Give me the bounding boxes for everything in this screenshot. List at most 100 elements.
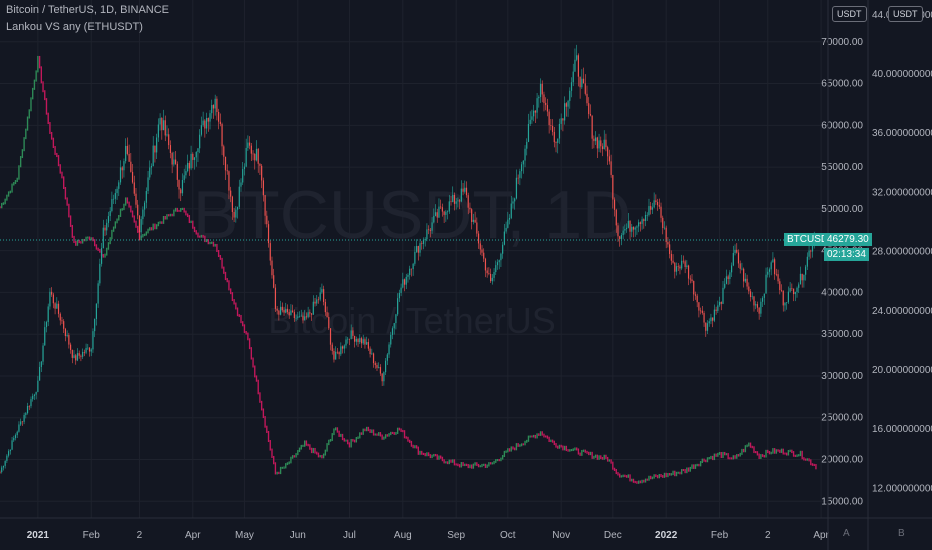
btc-candle	[557, 138, 559, 154]
btc-candle	[741, 262, 743, 271]
btc-candle	[505, 221, 507, 234]
btc-candle	[255, 140, 258, 162]
btc-candle	[295, 314, 297, 322]
last-price-symbol-tag: BTCUSDT	[784, 233, 838, 246]
btc-candle	[538, 95, 540, 108]
btc-candle	[526, 138, 528, 156]
btc-candle	[407, 273, 409, 283]
btc-candle	[212, 104, 215, 119]
time-axis[interactable]: 2021 Feb 2 Apr May Jun Jul Aug Sep Oct Nov Dec 2022 F…	[27, 530, 830, 541]
btc-candle	[600, 136, 602, 153]
btc-candle	[75, 353, 77, 365]
price-scale-currency-button[interactable]: USDT	[832, 6, 867, 22]
btc-candle	[183, 168, 185, 183]
btc-candle	[486, 267, 488, 278]
btc-candle	[703, 310, 705, 327]
btc-candle	[784, 301, 786, 312]
btc-candle	[162, 109, 165, 131]
indicator-tick-label: 16.0000000000	[872, 424, 932, 435]
btc-candle	[9, 449, 11, 455]
btc-candle	[367, 338, 369, 351]
btc-candle	[581, 69, 583, 90]
time-tick-label: Oct	[500, 530, 516, 541]
btc-candle	[650, 202, 652, 215]
btc-candle	[147, 170, 149, 194]
btc-candle	[76, 348, 79, 362]
btc-candle	[424, 237, 426, 247]
auto-scale-button[interactable]: A	[843, 528, 850, 539]
btc-candle	[620, 232, 623, 246]
btc-candle	[18, 421, 20, 433]
btc-candle	[362, 334, 364, 345]
btc-candle	[748, 282, 750, 295]
btc-candle	[100, 242, 103, 267]
btc-candle	[252, 150, 254, 161]
symbol-title[interactable]: Bitcoin / TetherUS, 1D, BINANCE	[6, 4, 170, 16]
btc-candle	[615, 208, 617, 233]
btc-candle	[69, 342, 72, 354]
btc-candle	[500, 252, 502, 268]
btc-candle	[658, 198, 660, 209]
btc-candle	[285, 302, 287, 314]
btc-candle	[510, 195, 512, 220]
btc-candle	[1, 465, 3, 474]
btc-candle	[261, 164, 263, 189]
btc-candle	[631, 223, 633, 238]
btc-candle	[338, 351, 340, 360]
indicator-title[interactable]: Lankou VS any (ETHUSDT)	[6, 21, 143, 33]
btc-candle	[384, 358, 387, 376]
btc-candle	[249, 136, 251, 150]
indicator-tick-label: 24.0000000000	[872, 306, 932, 317]
btc-candle	[56, 297, 58, 309]
btc-candle	[200, 116, 203, 137]
btc-candle	[674, 261, 676, 279]
btc-candle	[32, 393, 34, 402]
btc-candle	[176, 161, 178, 187]
btc-candle	[722, 281, 724, 305]
btc-candle	[644, 211, 647, 227]
price-tick-label: 25000.00	[821, 413, 863, 424]
btc-candle	[632, 226, 635, 238]
btc-candle	[90, 348, 92, 357]
btc-candle	[33, 393, 36, 400]
btc-candle	[286, 304, 289, 315]
btc-candle	[787, 286, 790, 304]
btc-candle	[359, 334, 361, 345]
btc-candle	[472, 213, 474, 225]
btc-candle	[360, 336, 363, 348]
btc-candle	[51, 287, 53, 297]
btc-candle	[6, 454, 8, 464]
btc-candle	[715, 306, 717, 315]
btc-candle	[448, 194, 450, 214]
btc-candle	[264, 194, 266, 225]
btc-candle	[82, 348, 84, 360]
btc-candle	[548, 109, 550, 134]
btc-candle	[371, 348, 373, 356]
btc-candle	[629, 220, 631, 240]
btc-candle	[758, 307, 760, 320]
btc-candle	[415, 239, 418, 254]
time-tick-label: Apr	[813, 530, 829, 541]
btc-candle	[190, 145, 192, 171]
btc-candle	[546, 98, 549, 117]
btc-candle	[805, 264, 807, 281]
btc-candle	[665, 225, 667, 249]
btc-candle	[111, 191, 113, 213]
btc-candle	[352, 327, 354, 339]
btc-candle	[560, 113, 562, 130]
btc-candle	[608, 149, 610, 165]
btc-candle	[646, 212, 648, 221]
btc-candle	[675, 262, 678, 276]
btc-candle	[16, 430, 18, 439]
btc-candle	[610, 154, 612, 178]
time-tick-label: Feb	[83, 530, 101, 541]
btc-candle	[428, 225, 430, 235]
btc-candle	[409, 265, 411, 280]
btc-candle	[73, 350, 75, 359]
btc-candle	[710, 313, 712, 325]
btc-candle	[283, 306, 285, 316]
indicator-scale-mode-button[interactable]: B	[898, 528, 905, 539]
btc-candle	[810, 249, 812, 259]
indicator-scale-currency-button[interactable]: USDT	[888, 6, 923, 22]
